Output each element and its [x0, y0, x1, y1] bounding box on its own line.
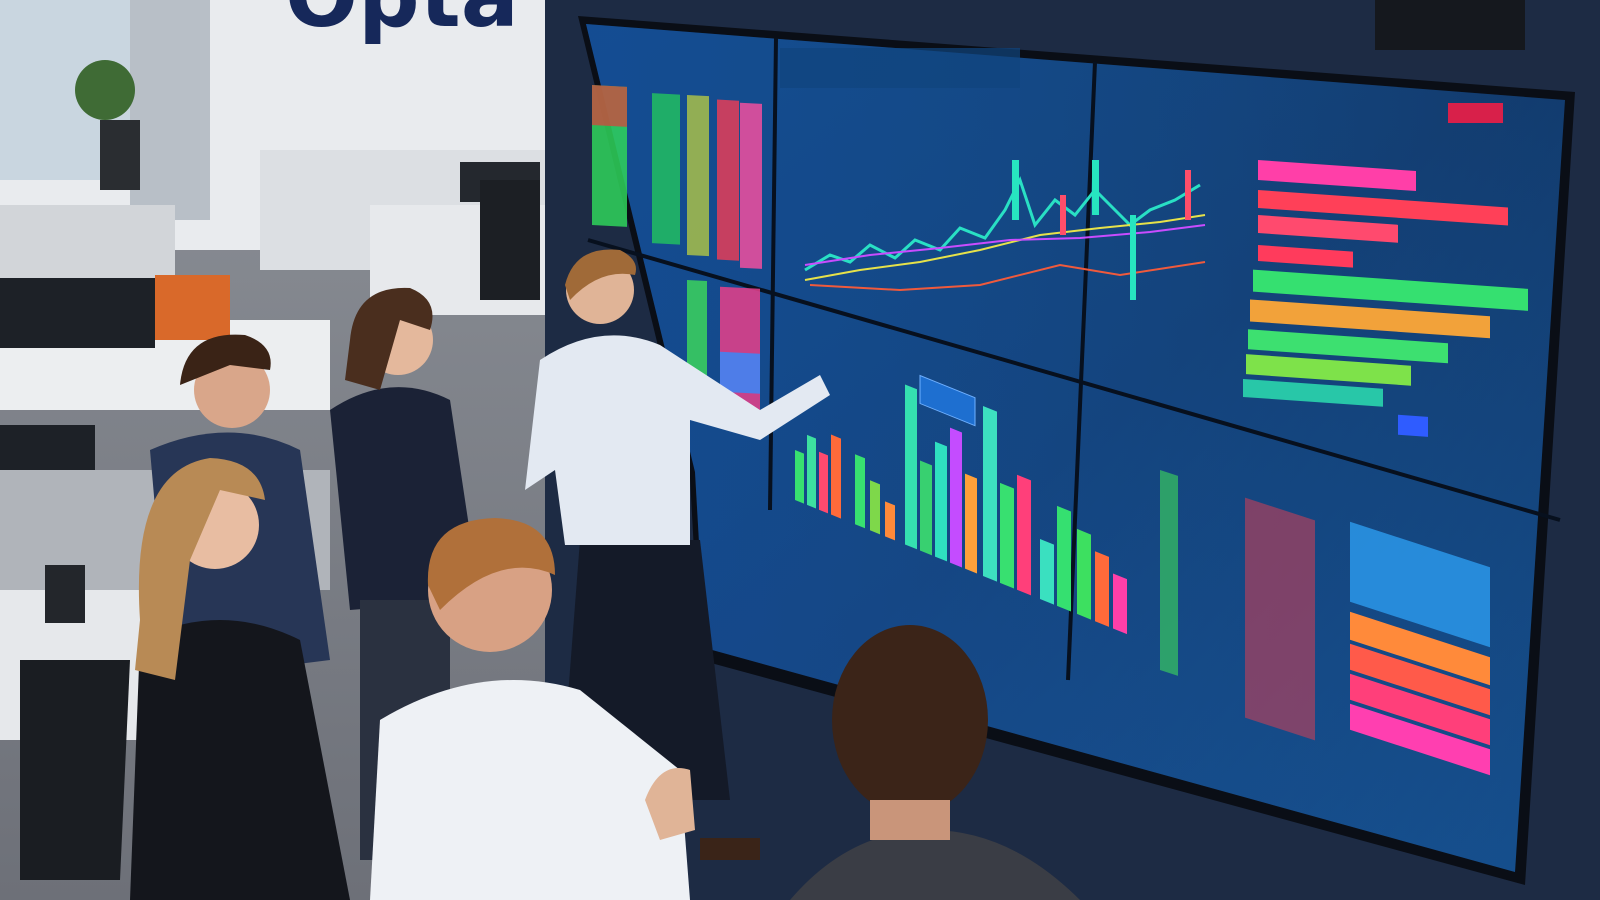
bar-panel-part — [1248, 329, 1448, 364]
line-chart-part — [1130, 215, 1136, 300]
table-panel-part — [1350, 643, 1490, 716]
column-chart-part — [1057, 505, 1071, 612]
people-part — [135, 458, 265, 680]
bar-panel-part — [1258, 190, 1508, 226]
office-part — [0, 205, 175, 280]
column-chart-part — [1095, 551, 1109, 627]
people-part — [565, 249, 636, 300]
bar-panel-part — [1258, 160, 1416, 192]
column-chart-part — [920, 460, 932, 556]
panel-table-part — [652, 93, 680, 245]
wall-part — [1375, 0, 1525, 50]
panel-table-part — [740, 102, 762, 269]
office-part — [0, 278, 155, 348]
column-chart-part — [1113, 573, 1127, 635]
people-part — [645, 768, 695, 840]
people-part — [180, 334, 271, 385]
bar-panel-part — [1246, 354, 1411, 386]
wall-sign: Opta — [285, 0, 519, 47]
column-chart-part — [935, 441, 947, 562]
panel-table — [592, 84, 762, 414]
column-chart-part — [795, 450, 804, 504]
column-chart-part — [870, 480, 880, 535]
line-chart-part — [1012, 160, 1019, 220]
line-chart — [804, 160, 1206, 300]
column-chart-part — [885, 501, 895, 541]
people-part — [370, 680, 690, 900]
office-part — [75, 60, 135, 120]
office-part — [130, 0, 210, 220]
bar-panel-part — [1258, 215, 1398, 243]
bar-panel-part — [1243, 378, 1383, 407]
table-panel — [1160, 470, 1490, 776]
panel-table-part — [592, 85, 627, 127]
panel-table-part — [717, 99, 739, 261]
column-chart-part — [919, 374, 976, 427]
line-chart-part — [804, 224, 1206, 266]
people-part — [525, 335, 830, 545]
column-chart-part — [1040, 538, 1054, 605]
people-part — [832, 625, 988, 815]
column-chart-part — [1000, 482, 1014, 589]
table-panel-part — [1160, 470, 1178, 676]
column-chart-part — [965, 473, 977, 574]
column-chart — [795, 374, 1127, 635]
video-wall-part — [780, 48, 1020, 88]
column-chart-part — [819, 451, 828, 514]
panel-table-part — [687, 94, 709, 257]
bar-panel-part — [1398, 414, 1428, 437]
column-chart-part — [950, 427, 962, 568]
video-wall-part — [587, 238, 1561, 522]
people-part — [427, 518, 555, 610]
table-panel-part — [1350, 611, 1490, 686]
video-wall-part — [1066, 61, 1097, 681]
column-chart-part — [831, 434, 841, 519]
column-chart-part — [1017, 474, 1031, 596]
people-part — [130, 620, 350, 900]
people-part — [700, 838, 760, 860]
bar-panel-part — [1258, 244, 1353, 268]
people-part — [790, 830, 1080, 900]
office-part — [480, 180, 540, 300]
line-chart-part — [804, 214, 1206, 281]
people-part — [345, 287, 433, 390]
line-chart-part — [1060, 195, 1066, 235]
table-panel-part — [1245, 497, 1315, 741]
column-chart-part — [905, 384, 917, 550]
office-part — [20, 660, 130, 880]
table-panel-part — [1350, 521, 1490, 648]
column-chart-part — [983, 405, 997, 582]
office — [0, 0, 560, 900]
office-part — [155, 275, 230, 340]
bar-panel-part — [1250, 299, 1490, 339]
office-part — [45, 565, 85, 623]
line-chart-part — [1092, 160, 1099, 215]
column-chart-part — [807, 434, 816, 509]
column-chart-part — [855, 454, 865, 529]
line-chart-part — [1185, 170, 1191, 220]
panel-table-part — [720, 351, 760, 394]
people-part — [870, 800, 950, 840]
bar-panel — [1243, 160, 1528, 437]
table-panel-part — [1350, 673, 1490, 746]
people — [130, 249, 1080, 900]
column-chart-part — [1077, 528, 1091, 620]
table-panel-part — [1350, 703, 1490, 776]
office-part — [100, 120, 140, 190]
video-wall-part — [1448, 103, 1503, 123]
bar-panel-part — [1253, 269, 1528, 311]
